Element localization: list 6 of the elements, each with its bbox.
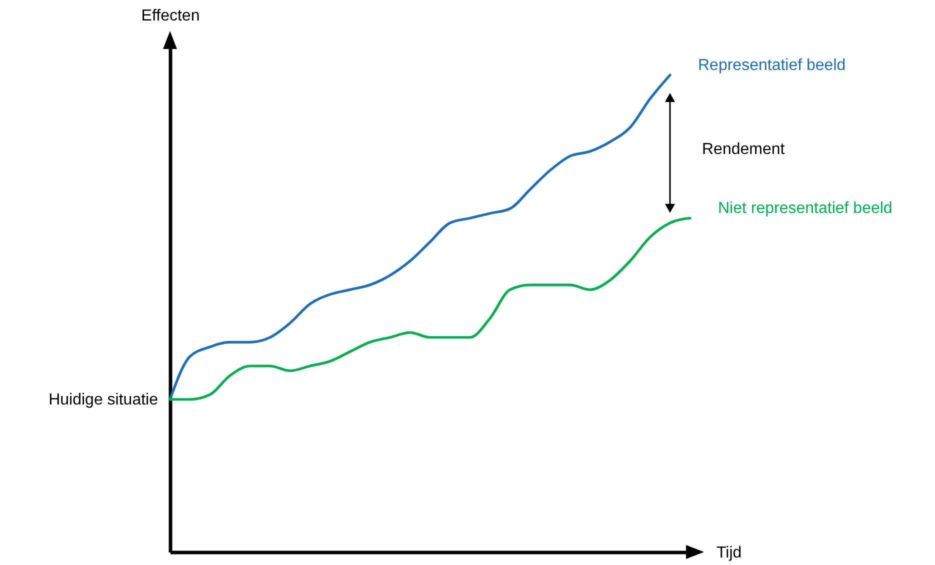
series-label: Representatief beeld [698, 57, 846, 74]
series-label: Niet representatief beeld [718, 200, 892, 218]
text: Huidige situatie [48, 391, 158, 408]
y-axis-title: Effecten [141, 8, 200, 24]
x-axis-title: Tijd [716, 544, 742, 562]
text: Rendement [702, 140, 786, 158]
